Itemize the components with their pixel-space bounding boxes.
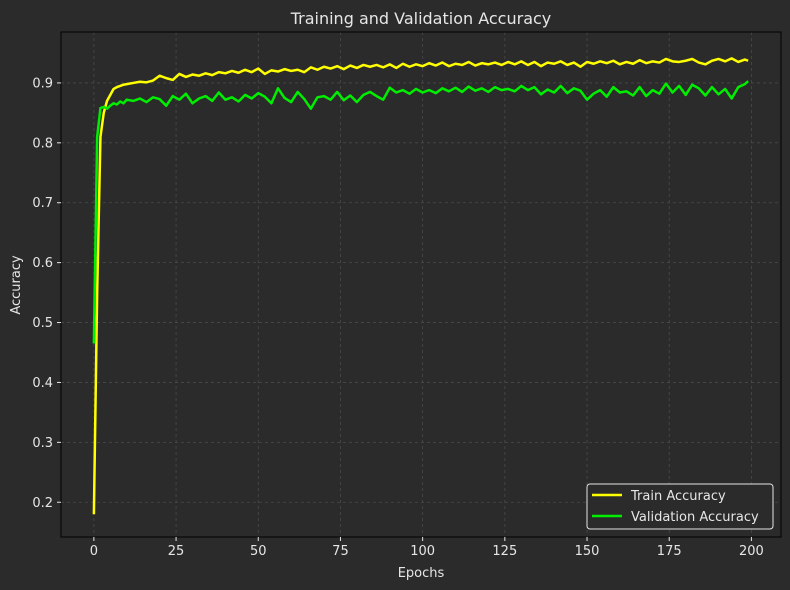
x-tick-label: 200 [739,544,764,559]
validation-accuracy-line [92,80,749,344]
x-tick-label: 125 [492,544,517,559]
legend-label-validation: Validation Accuracy [631,510,759,525]
y-tick-label: 0.4 [32,376,53,391]
x-axis-label: Epochs [398,566,445,581]
legend-label-train: Train Accuracy [630,489,726,504]
y-axis-label: Accuracy [9,255,24,315]
y-tick-label: 0.8 [32,136,53,151]
x-tick-label: 150 [575,544,600,559]
x-tick-label: 175 [657,544,682,559]
x-axis-ticks: 0 25 50 75 100 125 150 175 200 [90,537,764,559]
y-tick-label: 0.2 [32,496,53,511]
plot-frame [60,31,782,538]
y-axis-ticks: 0.2 0.3 0.4 0.5 0.6 0.7 0.8 0.9 [32,76,61,511]
train-accuracy-line [92,57,749,515]
x-tick-label: 50 [250,544,267,559]
legend: Train Accuracy Validation Accuracy [586,483,774,530]
chart-title: Training and Validation Accuracy [290,9,552,28]
x-tick-label: 100 [410,544,435,559]
x-tick-label: 25 [168,544,185,559]
y-tick-label: 0.6 [32,256,53,271]
series-lines [92,57,749,515]
x-tick-label: 75 [332,544,349,559]
y-tick-label: 0.5 [32,316,53,331]
y-tick-label: 0.7 [32,196,53,211]
y-tick-label: 0.3 [32,436,53,451]
x-tick-label: 0 [90,544,98,559]
y-tick-label: 0.9 [32,76,53,91]
legend-box [586,483,774,530]
